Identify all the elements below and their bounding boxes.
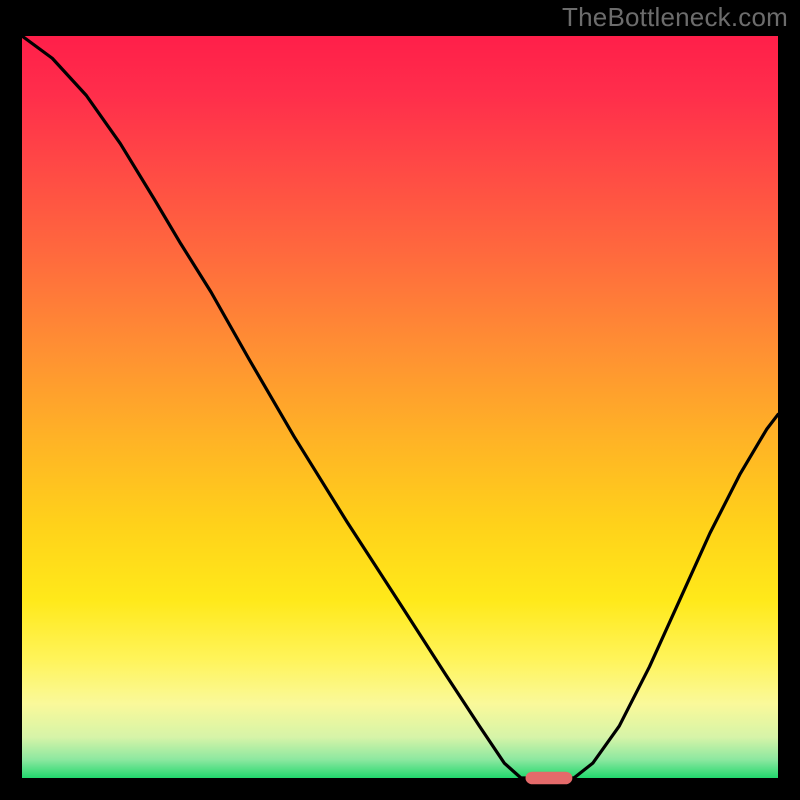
- optimal-marker: [526, 772, 573, 785]
- watermark-text: TheBottleneck.com: [562, 2, 788, 33]
- gradient-plot-area: [22, 36, 778, 778]
- chart-stage: TheBottleneck.com: [0, 0, 800, 800]
- chart-svg: [0, 0, 800, 800]
